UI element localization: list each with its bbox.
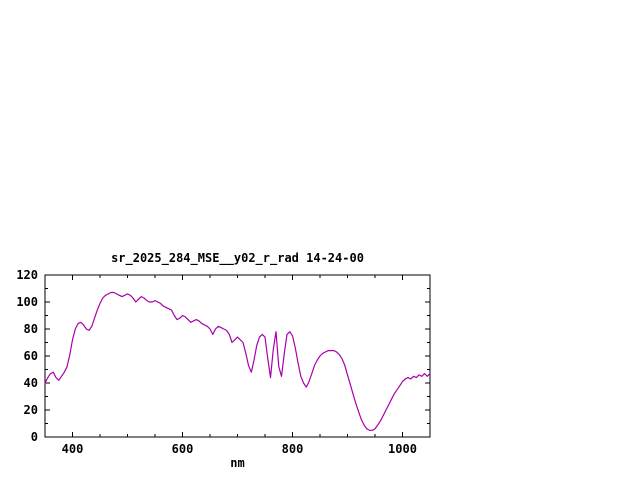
svg-text:800: 800 (282, 442, 304, 456)
svg-text:100: 100 (16, 295, 38, 309)
chart-title: sr_2025_284_MSE__y02_r_rad 14-24-00 (111, 251, 364, 265)
svg-text:1000: 1000 (388, 442, 417, 456)
svg-text:80: 80 (24, 322, 38, 336)
svg-text:600: 600 (172, 442, 194, 456)
svg-text:40: 40 (24, 376, 38, 390)
svg-text:20: 20 (24, 403, 38, 417)
svg-text:60: 60 (24, 349, 38, 363)
svg-text:400: 400 (62, 442, 84, 456)
svg-text:120: 120 (16, 268, 38, 282)
x-axis-label: nm (230, 456, 245, 470)
svg-text:0: 0 (31, 430, 38, 444)
